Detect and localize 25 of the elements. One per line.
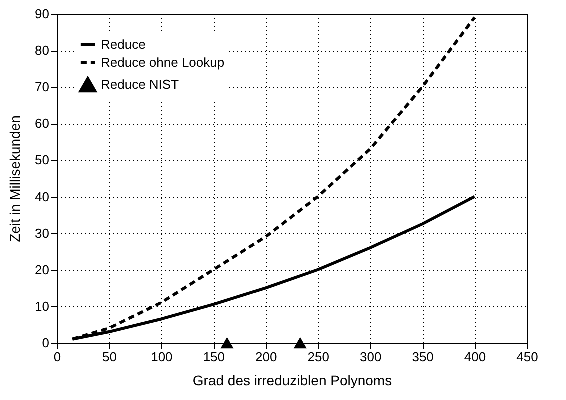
y-tick-label: 90 <box>35 6 50 22</box>
y-tick-label: 70 <box>35 80 50 95</box>
y-tick-label: 40 <box>35 189 50 204</box>
x-tick-label: 100 <box>151 350 173 364</box>
y-tick-label: 30 <box>35 226 50 241</box>
legend-label: Reduce ohne Lookup <box>101 55 225 70</box>
x-tick-label: 0 <box>54 350 62 364</box>
x-tick-label: 450 <box>516 350 538 364</box>
y-tick-label: 50 <box>35 152 50 168</box>
x-axis-title: Grad des irreduziblen Polynoms <box>192 372 392 388</box>
y-tick-label: 80 <box>35 43 50 58</box>
legend-label: Reduce <box>101 37 146 52</box>
x-tick-label: 200 <box>256 350 278 364</box>
legend-label: Reduce NIST <box>101 77 180 92</box>
y-tick-label: 20 <box>35 262 50 278</box>
x-tick-label: 250 <box>308 350 330 364</box>
x-tick-label: 150 <box>203 350 226 364</box>
x-tick-label: 300 <box>360 350 382 364</box>
x-tick-label: 50 <box>102 350 117 364</box>
x-tick-label: 400 <box>464 350 486 364</box>
y-tick-label: 10 <box>35 298 50 314</box>
y-tick-label: 0 <box>42 336 50 350</box>
x-tick-label: 350 <box>412 350 434 364</box>
y-axis-title: Zeit in Millisekunden <box>7 116 24 242</box>
y-tick-label: 60 <box>35 116 50 132</box>
